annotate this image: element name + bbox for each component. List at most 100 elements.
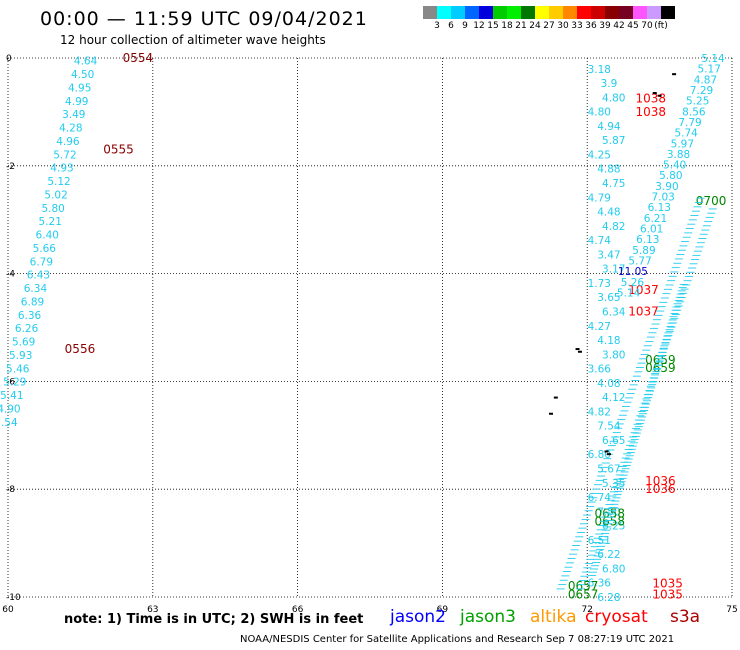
wave-height-label: 4.94 [597, 121, 621, 133]
wave-height-label: 5.14 [701, 53, 725, 65]
color-scale-bar [423, 6, 675, 19]
wave-height-label: 5.87 [602, 135, 625, 147]
scale-label: 42 [613, 21, 625, 31]
chart-title: 00:00 — 11:59 UTC 09/04/2021 [40, 8, 368, 30]
time-label: 0657 [568, 587, 599, 601]
time-label: 0700 [696, 194, 727, 208]
scale-swatch [493, 6, 507, 19]
wave-height-label: 3.80 [602, 349, 625, 361]
wave-height-label: 6.40 [36, 230, 59, 242]
wave-height-label: 3.18 [588, 64, 611, 76]
wave-height-label: 5.67 [597, 464, 620, 476]
legend-cryosat: cryosat [585, 607, 648, 627]
scale-swatch [521, 6, 535, 19]
wave-height-label: 4.80 [602, 92, 625, 104]
wave-height-label: 6.13 [636, 234, 659, 246]
wave-height-label: 6.34 [24, 283, 48, 295]
scale-label: 21 [515, 21, 527, 31]
wave-height-label: 3.88 [667, 149, 690, 161]
time-label: 1035 [652, 577, 683, 591]
wave-height-label: 4.48 [597, 207, 620, 219]
wave-height-label: 3.9 [601, 78, 618, 90]
wave-height-label: 5.46 [6, 363, 30, 375]
wave-height-label: 6.21 [644, 213, 667, 225]
wave-height-label: 4.79 [588, 192, 611, 204]
island-mark [657, 94, 662, 97]
legend-jason3: jason3 [460, 607, 516, 627]
wave-height-label: 4.82 [602, 221, 625, 233]
x-tick-label: 63 [147, 605, 158, 615]
wave-height-label: 3.65 [597, 292, 620, 304]
x-tick-label: 60 [2, 605, 14, 615]
wave-height-label: 5.80 [41, 203, 64, 215]
wave-height-label: 4.74 [588, 235, 612, 247]
wave-height-label: 5.72 [53, 149, 76, 161]
scale-swatch [619, 6, 633, 19]
wave-height-label: 4.96 [56, 136, 80, 148]
wave-height-label: 5.74 [674, 128, 698, 140]
scale-label: 24 [529, 21, 541, 31]
wave-height-label: 4.27 [588, 321, 611, 333]
wave-height-label: 4.95 [68, 82, 91, 94]
scale-label: 9 [462, 21, 468, 31]
wave-height-label: 5.40 [663, 160, 686, 172]
wave-height-label: 11.05 [618, 266, 648, 278]
scale-label: 27 [543, 21, 555, 31]
scale-swatch [451, 6, 465, 19]
wave-height-label: 4.28 [59, 123, 82, 135]
time-label: 1037 [628, 304, 659, 318]
scale-swatch [591, 6, 605, 19]
wave-height-label: 5.80 [659, 170, 682, 182]
scale-label: 30 [557, 21, 569, 31]
wave-height-label: 5.25 [686, 96, 709, 108]
scale-label: 33 [571, 21, 583, 31]
wave-height-label: 4.12 [602, 392, 625, 404]
wave-height-label: 5.69 [12, 337, 35, 349]
wave-height-label: 7.79 [678, 117, 701, 129]
wave-height-label: 6.22 [597, 549, 620, 561]
time-label: 0659 [645, 361, 676, 375]
island-mark [606, 453, 611, 456]
wave-height-label: 3.49 [62, 109, 85, 121]
wave-height-label: 7.54 [597, 421, 621, 433]
wave-height-label: 5.02 [44, 189, 67, 201]
time-label: 1038 [635, 105, 666, 119]
island-mark [549, 412, 553, 415]
wave-height-label: 5.93 [9, 350, 32, 362]
wave-height-label: 6.28 [597, 592, 620, 604]
y-tick-label: -6 [6, 377, 15, 387]
time-label: 0556 [65, 342, 96, 356]
wave-height-label: 3.47 [597, 249, 620, 261]
time-label: 0554 [123, 51, 154, 65]
scale-label: 70 [641, 21, 653, 31]
scale-swatch [577, 6, 591, 19]
time-label: 1036 [645, 482, 676, 496]
scale-label: 45 [627, 21, 639, 31]
wave-height-label: 5.89 [632, 245, 655, 257]
x-tick-label: 72 [581, 605, 592, 615]
island-mark [604, 450, 609, 453]
scale-label: 3 [434, 21, 440, 31]
scale-swatch [661, 6, 675, 19]
note-text: note: 1) Time is in UTC; 2) SWH is in fe… [64, 612, 364, 627]
time-label: 0657 [568, 579, 599, 593]
legend-jason2: jason2 [390, 607, 446, 627]
island-mark [652, 92, 657, 95]
wave-height-label: 4.25 [588, 149, 611, 161]
wave-height-label: 4.93 [50, 163, 73, 175]
scale-swatch [647, 6, 661, 19]
wave-height-label: 4.88 [597, 164, 620, 176]
wave-height-label: 5.66 [33, 243, 57, 255]
wave-height-label: 4.90 [0, 403, 21, 415]
wave-height-label: 6.74 [588, 492, 612, 504]
island-mark [577, 350, 582, 353]
time-label: 0659 [645, 353, 676, 367]
wave-height-label: 5.14 [617, 287, 641, 299]
scale-swatch [549, 6, 563, 19]
wave-height-label: 6.36 [588, 578, 612, 590]
footer-credit: NOAA/NESDIS Center for Satellite Applica… [240, 634, 675, 645]
scale-swatch [423, 6, 437, 19]
x-tick-label: 66 [292, 605, 304, 615]
scale-swatch [605, 6, 619, 19]
y-tick-label: 0 [6, 54, 12, 64]
